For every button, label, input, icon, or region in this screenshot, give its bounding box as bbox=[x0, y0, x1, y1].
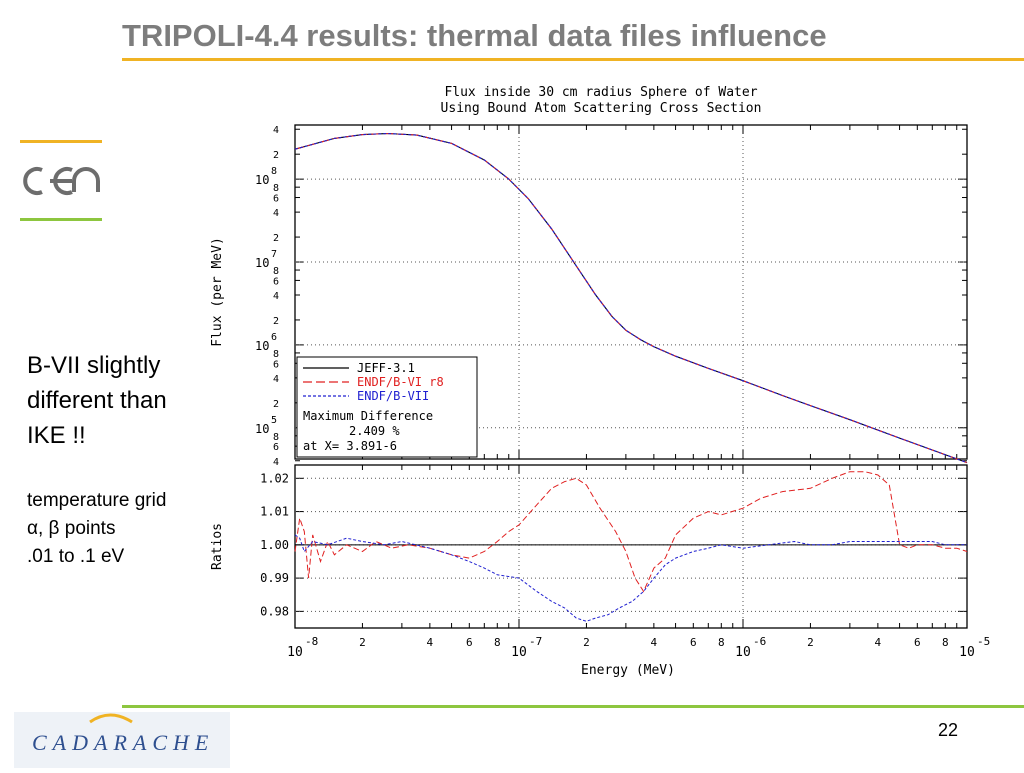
x-tick-exponent: -7 bbox=[529, 635, 542, 648]
x-tick-label: 8 bbox=[718, 636, 725, 649]
flux-series-line-1 bbox=[294, 132, 968, 464]
y-tick-label: 8 bbox=[273, 349, 279, 360]
ratio-y-axis-label: Ratios bbox=[210, 523, 225, 570]
y-tick-label: 2 bbox=[273, 316, 279, 327]
chart-title-line-1: Flux inside 30 cm radius Sphere of Water bbox=[444, 85, 757, 100]
x-tick-label: 10 bbox=[287, 645, 303, 660]
footer-rule bbox=[122, 705, 1024, 708]
y-tick-label: 4 bbox=[273, 457, 279, 468]
chart-title-line-2: Using Bound Atom Scattering Cross Sectio… bbox=[441, 101, 762, 116]
ratio-y-tick-label: 1.00 bbox=[260, 538, 289, 552]
x-tick-label: 6 bbox=[690, 636, 697, 649]
x-tick-label: 8 bbox=[494, 636, 501, 649]
x-tick-label: 4 bbox=[651, 636, 658, 649]
title-underline bbox=[122, 58, 1024, 61]
y-tick-label: 6 bbox=[273, 359, 279, 370]
y-tick-exponent: 5 bbox=[271, 415, 277, 426]
x-tick-label: 4 bbox=[875, 636, 882, 649]
x-tick-label: 10 bbox=[735, 645, 751, 660]
y-tick-label: 10 bbox=[255, 173, 269, 187]
y-tick-label: 8 bbox=[273, 266, 279, 277]
legend-max-diff-x: at X= 3.891-6 bbox=[303, 439, 397, 453]
ratio-y-tick-label: 0.99 bbox=[260, 571, 289, 585]
legend-label-2: ENDF/B-VII bbox=[357, 389, 429, 403]
cadarache-logo: CADARACHE bbox=[0, 712, 230, 768]
slide-title: TRIPOLI-4.4 results: thermal data files … bbox=[122, 18, 827, 53]
x-tick-label: 6 bbox=[466, 636, 473, 649]
ratio-y-tick-label: 1.02 bbox=[260, 471, 289, 485]
svg-text:CADARACHE: CADARACHE bbox=[32, 730, 214, 755]
x-tick-label: 4 bbox=[427, 636, 434, 649]
ratio-series-line-0 bbox=[294, 471, 968, 593]
y-tick-label: 8 bbox=[273, 183, 279, 194]
y-tick-label: 6 bbox=[273, 194, 279, 205]
legend-box bbox=[296, 356, 478, 458]
page-number: 22 bbox=[938, 720, 959, 740]
bottom-plot-frame bbox=[294, 464, 968, 629]
legend-max-diff-value: 2.409 % bbox=[349, 424, 400, 438]
x-tick-exponent: -5 bbox=[977, 635, 990, 648]
note-line-2: different than bbox=[27, 387, 167, 414]
y-tick-label: 4 bbox=[273, 374, 279, 385]
note-line-4: temperature grid bbox=[27, 490, 167, 511]
logo-top-line bbox=[20, 140, 102, 143]
x-tick-exponent: -8 bbox=[305, 635, 318, 648]
y-tick-exponent: 7 bbox=[271, 249, 277, 260]
x-axis-label: Energy (MeV) bbox=[581, 663, 675, 678]
y-tick-exponent: 6 bbox=[271, 332, 277, 343]
x-tick-exponent: -6 bbox=[753, 635, 766, 648]
y-tick-label: 4 bbox=[273, 291, 279, 302]
x-tick-label: 2 bbox=[359, 636, 366, 649]
y-tick-label: 10 bbox=[255, 256, 269, 270]
x-tick-label: 10 bbox=[511, 645, 527, 660]
y-tick-label: 8 bbox=[273, 432, 279, 443]
note-line-6: .01 to .1 eV bbox=[27, 546, 125, 567]
y-tick-label: 2 bbox=[273, 399, 279, 410]
x-tick-label: 8 bbox=[942, 636, 949, 649]
y-tick-label: 4 bbox=[273, 125, 279, 136]
y-tick-label: 4 bbox=[273, 208, 279, 219]
x-tick-label: 6 bbox=[914, 636, 921, 649]
x-tick-label: 10 bbox=[959, 645, 975, 660]
ratio-series-line-1 bbox=[294, 534, 967, 622]
y-tick-label: 2 bbox=[273, 233, 279, 244]
y-tick-label: 2 bbox=[273, 150, 279, 161]
x-tick-label: 2 bbox=[583, 636, 590, 649]
logo-bottom-line bbox=[20, 218, 102, 221]
y-tick-label: 6 bbox=[273, 442, 279, 453]
y-tick-label: 10 bbox=[255, 422, 269, 436]
cea-logo-mark bbox=[23, 167, 100, 195]
legend-label-1: ENDF/B-VI r8 bbox=[357, 375, 444, 389]
legend-max-diff-label: Maximum Difference bbox=[303, 409, 433, 423]
x-tick-label: 2 bbox=[807, 636, 814, 649]
note-line-1: B-VII slightly bbox=[27, 352, 161, 379]
flux-chart: Flux inside 30 cm radius Sphere of Water… bbox=[210, 85, 990, 678]
ratio-y-tick-label: 0.98 bbox=[260, 604, 289, 618]
y-tick-exponent: 8 bbox=[271, 166, 277, 177]
note-line-3: IKE !! bbox=[27, 422, 86, 449]
cea-logo bbox=[20, 140, 102, 222]
cadarache-logo-mark: CADARACHE bbox=[14, 712, 230, 768]
y-tick-label: 6 bbox=[273, 276, 279, 287]
note-line-5: α, β points bbox=[27, 518, 116, 539]
y-tick-label: 10 bbox=[255, 339, 269, 353]
y-axis-label: Flux (per MeV) bbox=[210, 237, 225, 347]
legend-label-0: JEFF-3.1 bbox=[357, 361, 415, 375]
top-plot-frame bbox=[294, 124, 968, 460]
ratio-y-tick-label: 1.01 bbox=[260, 505, 289, 519]
